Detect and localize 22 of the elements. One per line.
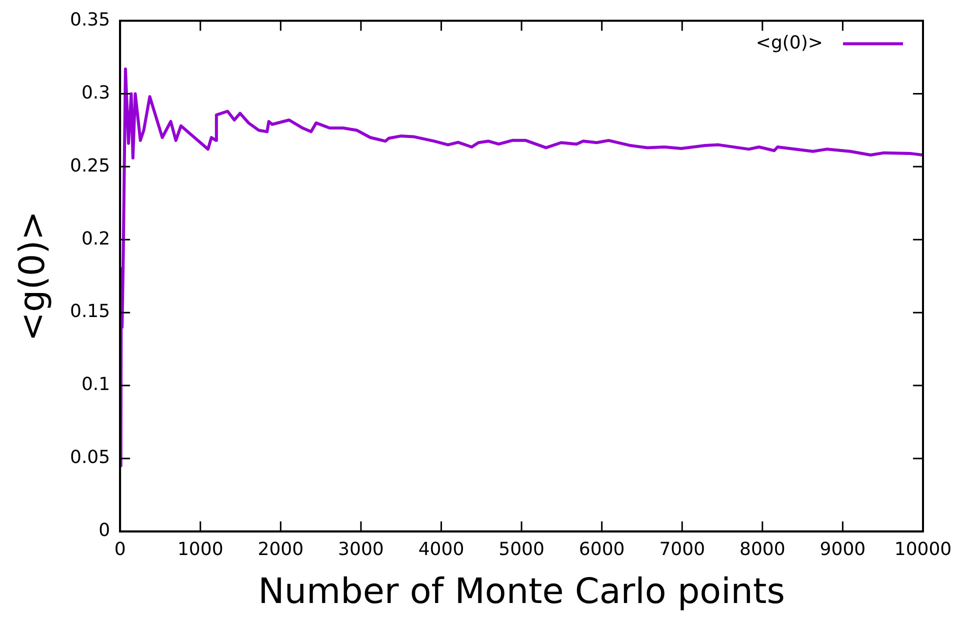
x-tick-label: 4000 xyxy=(418,538,464,560)
x-tick-label: 9000 xyxy=(820,538,866,560)
y-tick-label: 0.35 xyxy=(70,9,110,30)
y-tick-label: 0.2 xyxy=(81,228,110,250)
y-tick-label: 0 xyxy=(98,520,110,542)
x-tick-label: 7000 xyxy=(659,538,706,560)
y-tick-label: 0.15 xyxy=(70,301,110,322)
x-axis-title: Number of Monte Carlo points xyxy=(258,572,785,612)
x-tick-label: 1000 xyxy=(177,538,224,560)
x-tick-label: 0 xyxy=(114,538,126,560)
legend-label: <g(0)> xyxy=(756,32,823,54)
y-tick-label: 0.05 xyxy=(70,447,110,468)
x-tick-label: 2000 xyxy=(258,538,304,560)
x-tick-label: 10000 xyxy=(894,538,952,560)
x-tick-label: 5000 xyxy=(498,538,544,560)
x-tick-label: 6000 xyxy=(578,538,625,560)
y-axis-title: <g(0)> xyxy=(13,210,54,342)
x-tick-label: 3000 xyxy=(338,538,384,560)
y-tick-label: 0.3 xyxy=(81,82,110,104)
x-tick-label: 8000 xyxy=(740,538,786,560)
y-tick-label: 0.1 xyxy=(81,374,110,396)
y-tick-label: 0.25 xyxy=(70,155,110,176)
